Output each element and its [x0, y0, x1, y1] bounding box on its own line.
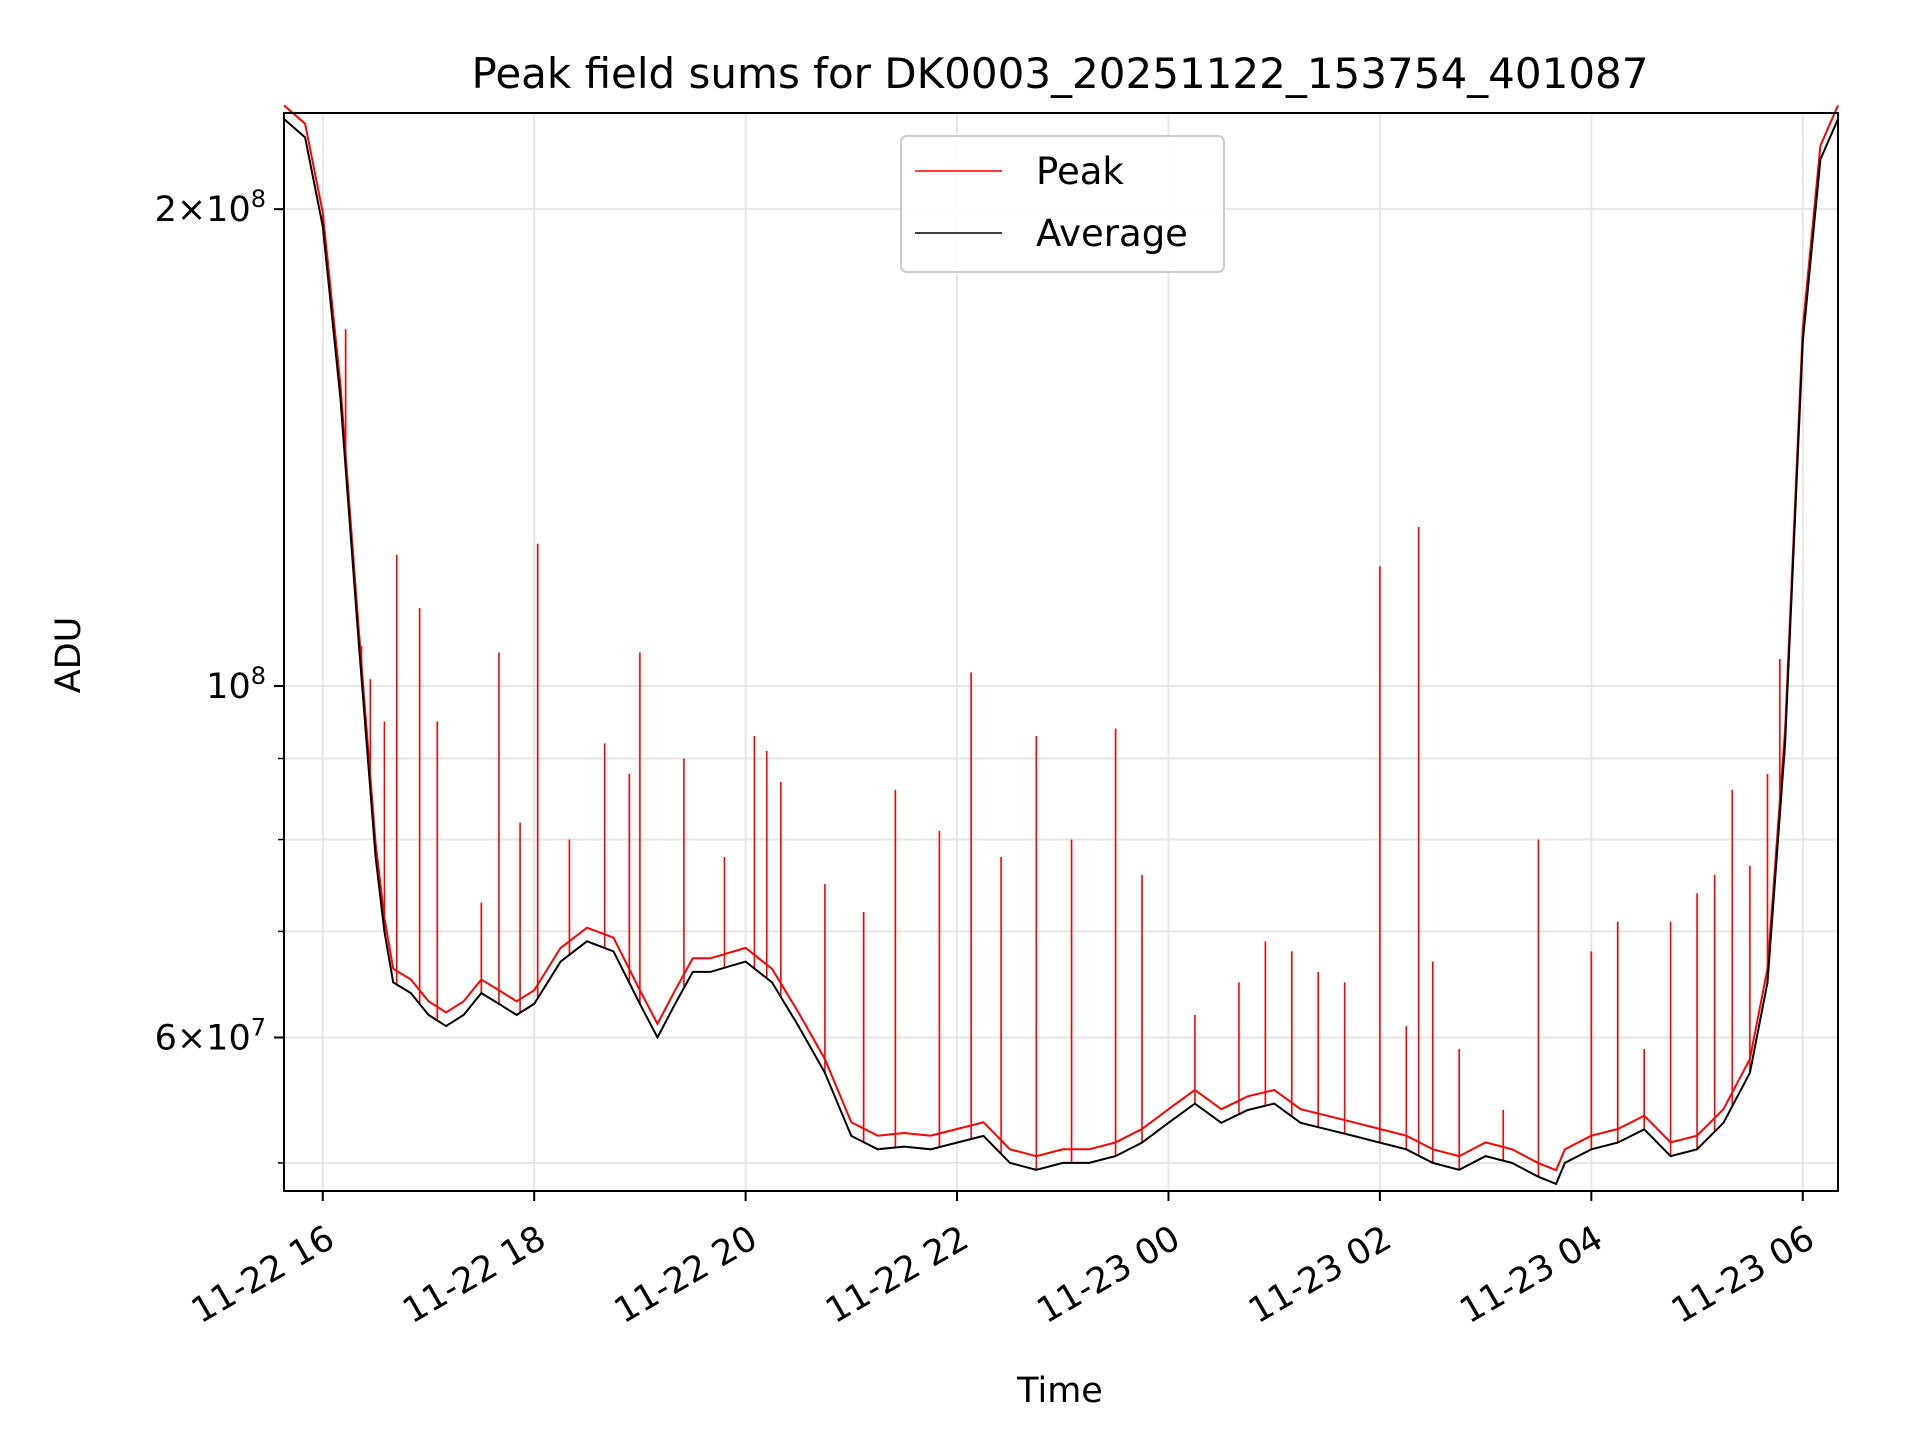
legend-box [900, 135, 1225, 273]
legend: Peak Average [900, 135, 1225, 273]
plot-area [283, 104, 1839, 1186]
y-tick-label: 108 [206, 662, 266, 707]
y-axis: 6×107 108 2×108 [155, 185, 284, 1164]
chart-title: Peak field sums for DK0003_20251122_1537… [471, 49, 1648, 98]
legend-label-average: Average [1036, 212, 1188, 255]
legend-label-peak: Peak [1036, 150, 1124, 193]
y-tick-label: 2×108 [155, 185, 266, 230]
series-line-peak [283, 104, 1839, 1172]
y-tick-label: 6×107 [155, 1013, 266, 1058]
series-line-average [283, 118, 1839, 1186]
axes-frame [283, 112, 1839, 1192]
x-axis-label: Time [1016, 1371, 1103, 1411]
y-axis-label: ADU [49, 617, 89, 694]
